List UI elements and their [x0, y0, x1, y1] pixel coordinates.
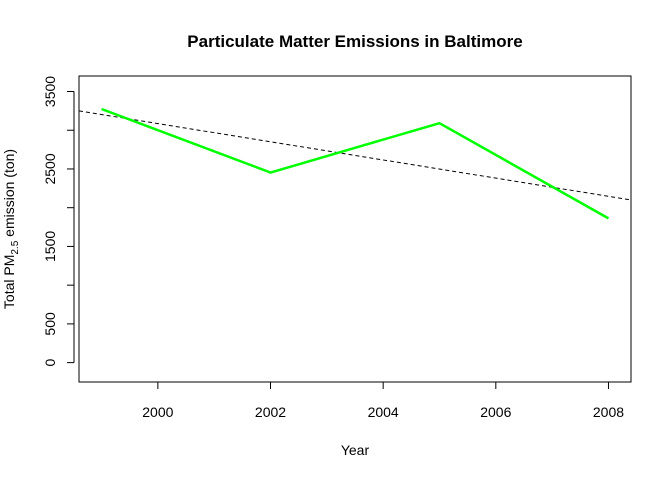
y-axis-title-suffix: emission (ton)	[1, 149, 17, 241]
y-tick-label: 0	[42, 359, 58, 367]
x-tick-label: 2004	[368, 404, 399, 420]
chart-title: Particulate Matter Emissions in Baltimor…	[187, 32, 522, 51]
y-axis-title-subscript: 2.5	[10, 240, 21, 254]
x-tick-label: 2008	[593, 404, 624, 420]
y-axis: 0 500 1500 2500 3500	[42, 76, 75, 367]
x-axis-title: Year	[341, 442, 370, 458]
x-tick-label: 2000	[142, 404, 173, 420]
plot-area	[79, 107, 631, 220]
y-tick-label: 3500	[42, 76, 58, 107]
plot-frame	[78, 75, 632, 383]
y-axis-title: Total PM2.5 emission (ton)	[1, 149, 21, 309]
trend-line	[79, 110, 631, 201]
x-axis: 2000 2002 2004 2006 2008	[142, 381, 624, 420]
y-tick-label: 500	[42, 312, 58, 336]
x-tick-label: 2006	[480, 404, 511, 420]
y-axis-title-prefix: Total PM	[1, 255, 17, 309]
series-line	[101, 107, 610, 220]
y-tick-label: 1500	[42, 231, 58, 262]
y-tick-label: 2500	[42, 153, 58, 184]
x-tick-label: 2002	[255, 404, 286, 420]
plot-content	[79, 107, 631, 220]
